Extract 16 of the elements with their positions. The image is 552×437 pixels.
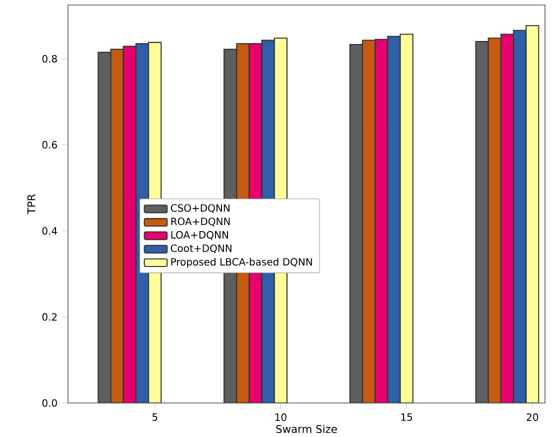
- y-tick-label: 0.8: [42, 54, 57, 62]
- x-axis-title: Swarm Size: [276, 424, 337, 433]
- legend-label: ROA+DQNN: [171, 217, 230, 226]
- x-tick-label: 15: [401, 413, 412, 421]
- y-tick-label: 0.6: [42, 140, 57, 148]
- legend-label: CSO+DQNN: [170, 204, 230, 213]
- y-axis-title: TPR: [27, 194, 36, 214]
- legend-label: Proposed LBCA-based DQNN: [171, 258, 312, 268]
- x-tick-label: 10: [275, 413, 286, 421]
- x-tick-label: 5: [152, 413, 158, 421]
- legend-label: LOA+DQNN: [171, 230, 228, 240]
- x-tick-label: 20: [526, 413, 538, 421]
- y-tick-label: 0.2: [42, 312, 57, 320]
- y-tick-label: 0.0: [42, 398, 57, 407]
- legend-label: Coot+DQNN: [170, 244, 232, 253]
- y-tick-label: 0.4: [42, 226, 58, 234]
